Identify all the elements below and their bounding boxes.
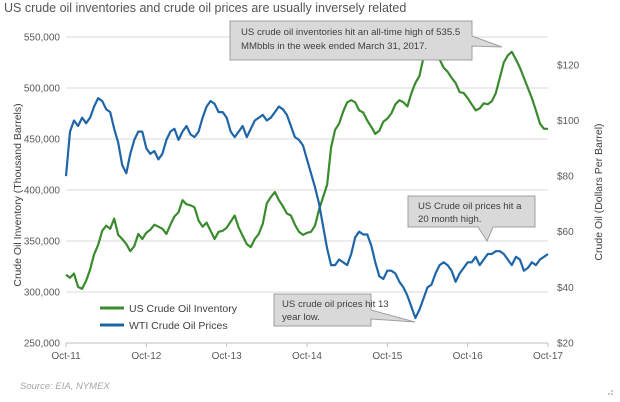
right-tick-label: $80 [557,172,574,183]
right-axis-ticks: $20 $40 $60 $80 $100 $120 [557,60,580,349]
right-tick-label: $120 [557,60,580,71]
callout-inventory-high-line2: MMbbls in the week ended March 31, 2017. [241,41,427,52]
left-axis-title: Crude Oil Inventory (Thousand Barrels) [12,103,24,286]
x-tick-label: Oct-15 [372,351,402,362]
source-note: Source: EIA, NYMEX [20,381,110,392]
right-tick-label: $20 [557,339,574,350]
left-tick-label: 450,000 [24,135,61,146]
series-line-prices [64,97,549,320]
callout-inventory-high-line1: US crude oil inventories hit an all-time… [241,27,460,38]
resize-grip-icon [608,390,613,395]
x-tick-label: Oct-16 [453,351,483,362]
left-axis-ticks: 250,000 300,000 350,000 400,000 450,000 500,0… [24,33,61,350]
right-tick-label: $100 [557,116,580,127]
left-tick-label: 550,000 [24,33,61,44]
legend-label-prices: WTI Crude Oil Prices [129,320,228,332]
legend: US Crude Oil Inventory WTI Crude Oil Pri… [100,303,238,332]
callout-price-low-line1: US crude oil prices hit 13 [282,299,389,310]
callout-price-high-line1: US Crude oil prices hit a [418,201,522,212]
callout-price-high-line2: 20 month high. [418,214,481,225]
x-tick-label: Oct-13 [212,351,242,362]
x-tick-label: Oct-12 [131,351,161,362]
chart-title: US crude oil inventories and crude oil p… [4,1,407,15]
right-tick-label: $60 [557,227,574,238]
right-axis-title: Crude Oil (Dollars Per Barrel) [593,123,605,260]
right-tick-label: $40 [557,283,574,294]
x-tick-label: Oct-11 [51,351,81,362]
left-tick-label: 300,000 [24,288,61,299]
callout-price-high: US Crude oil prices hit a 20 month high. [407,195,536,243]
callout-price-low-line2: year low. [282,312,320,323]
callout-inventory-high: US crude oil inventories hit an all-time… [229,20,503,61]
left-tick-label: 250,000 [24,339,61,350]
gridlines [66,36,548,293]
series-line-inventory [65,46,548,290]
legend-label-inventory: US Crude Oil Inventory [129,303,238,315]
x-tick-label: Oct-17 [533,351,563,362]
left-tick-label: 500,000 [24,84,61,95]
x-axis-ticks: Oct-11 Oct-12 Oct-13 Oct-14 Oct-15 Oct-16 Oct-… [51,343,563,362]
left-tick-label: 400,000 [24,186,61,197]
callout-price-low: US crude oil prices hit 13 year low. [273,293,416,327]
x-tick-label: Oct-14 [292,351,322,362]
left-tick-label: 350,000 [24,237,61,248]
